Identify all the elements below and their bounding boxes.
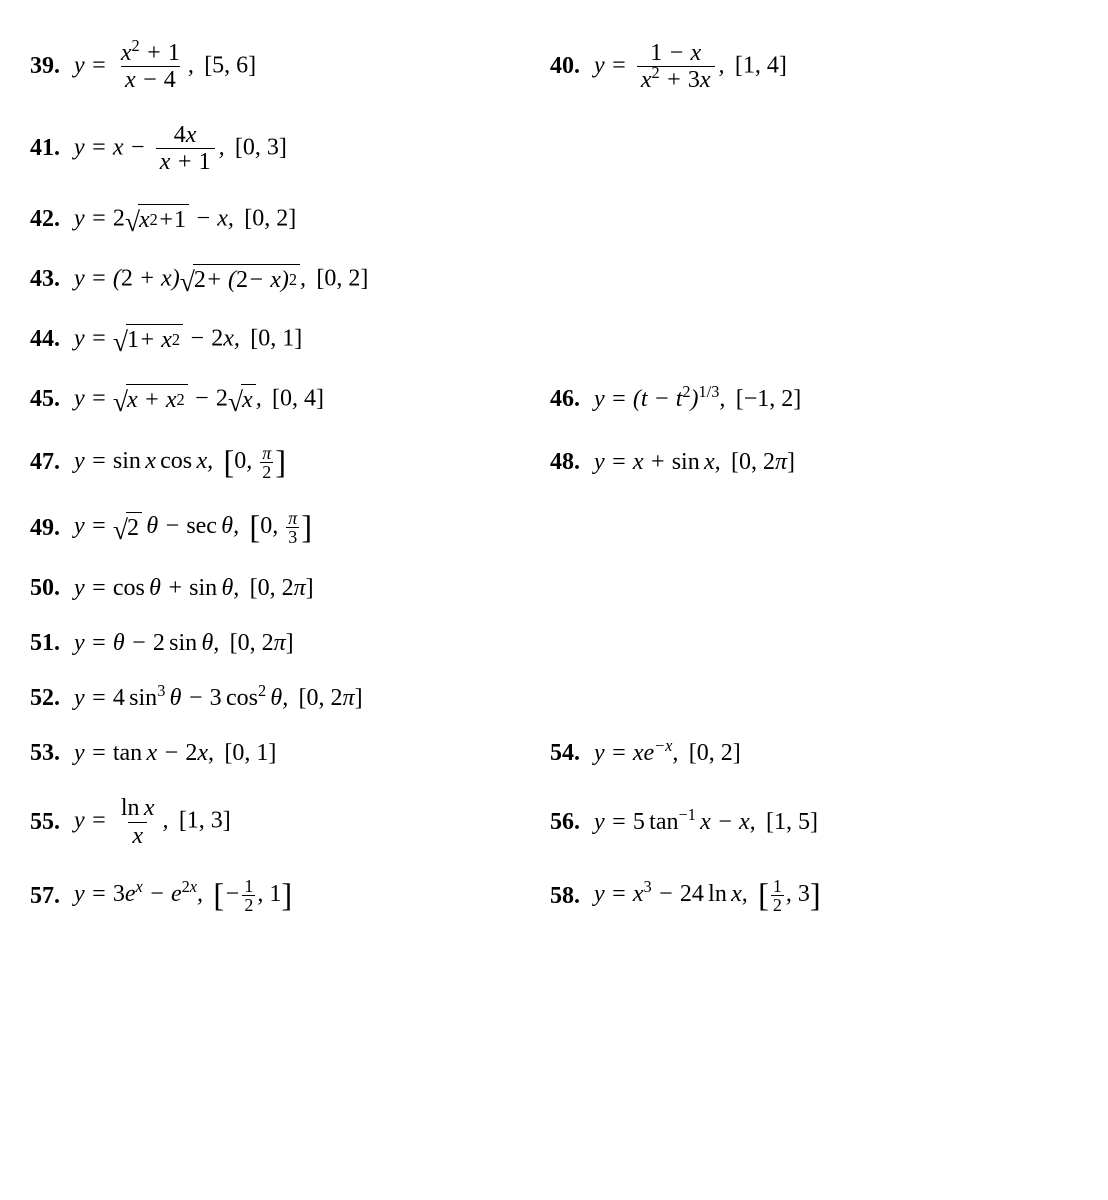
problem-56: 56. y = 5tan−1x − x, [1, 5] — [550, 809, 1078, 836]
problem-number: 41. — [30, 135, 60, 162]
problem-expression: y = (2 + x)√2 + (2 − x)2, [0, 2] — [74, 264, 368, 296]
problem-expression: y = 2√x2 + 1 − x, [0, 2] — [74, 204, 296, 236]
problem-40: 40. y = 1 − xx2 + 3x, [1, 4] — [550, 40, 1078, 94]
problem-50: 50. y = cosθ + sinθ, [0, 2π] — [30, 575, 314, 602]
problem-row: 53. y = tanx − 2x, [0, 1] 54. y = xe−x, … — [30, 740, 1078, 767]
problem-expression: y = tanx − 2x, [0, 1] — [74, 740, 276, 767]
problem-row: 42. y = 2√x2 + 1 − x, [0, 2] — [30, 204, 1078, 236]
problem-expression: y = sinxcosx, [0, π2] — [74, 444, 286, 482]
problem-expression: y = √1 + x2 − 2x, [0, 1] — [74, 324, 302, 356]
problem-54: 54. y = xe−x, [0, 2] — [550, 740, 1078, 767]
problem-interval: [0, 2] — [244, 205, 296, 231]
problem-number: 42. — [30, 206, 60, 233]
problem-row: 57. y = 3ex − e2x, [−12, 1] 58. y = x3 −… — [30, 877, 1078, 915]
problem-number: 57. — [30, 883, 60, 910]
problem-expression: y = lnxx, [1, 3] — [74, 795, 231, 849]
problem-number: 56. — [550, 809, 580, 836]
problem-number: 44. — [30, 326, 60, 353]
problem-39: 39. y = x2 + 1x − 4, [5, 6] — [30, 40, 550, 94]
problem-44: 44. y = √1 + x2 − 2x, [0, 1] — [30, 324, 302, 356]
problem-row: 41. y = x − 4xx + 1, [0, 3] — [30, 122, 1078, 176]
problem-number: 46. — [550, 386, 580, 413]
problem-expression: y = (t − t2)1/3, [−1, 2] — [594, 386, 801, 413]
problem-row: 51. y = θ − 2sinθ, [0, 2π] — [30, 630, 1078, 657]
problem-expression: y = 4sin3θ − 3cos2θ, [0, 2π] — [74, 685, 363, 712]
problem-number: 45. — [30, 386, 60, 413]
problem-47: 47. y = sinxcosx, [0, π2] — [30, 444, 550, 482]
problem-number: 48. — [550, 449, 580, 476]
problem-46: 46. y = (t − t2)1/3, [−1, 2] — [550, 386, 1078, 413]
problem-expression: y = cosθ + sinθ, [0, 2π] — [74, 575, 314, 602]
problem-list: 39. y = x2 + 1x − 4, [5, 6] 40. y = 1 − … — [30, 40, 1078, 915]
problem-row: 52. y = 4sin3θ − 3cos2θ, [0, 2π] — [30, 685, 1078, 712]
problem-expression: y = x − 4xx + 1, [0, 3] — [74, 122, 287, 176]
problem-row: 44. y = √1 + x2 − 2x, [0, 1] — [30, 324, 1078, 356]
problem-49: 49. y = √2θ − secθ, [0, π3] — [30, 509, 312, 547]
problem-interval: [1, 4] — [735, 52, 787, 78]
problem-43: 43. y = (2 + x)√2 + (2 − x)2, [0, 2] — [30, 264, 368, 296]
problem-row: 39. y = x2 + 1x − 4, [5, 6] 40. y = 1 − … — [30, 40, 1078, 94]
problem-interval: [1, 5] — [766, 809, 818, 835]
problem-expression: y = √2θ − secθ, [0, π3] — [74, 509, 312, 547]
problem-interval: [0, 2] — [316, 265, 368, 291]
problem-number: 50. — [30, 575, 60, 602]
problem-58: 58. y = x3 − 24lnx, [12, 3] — [550, 877, 1078, 915]
problem-51: 51. y = θ − 2sinθ, [0, 2π] — [30, 630, 294, 657]
problem-interval: [0, 1] — [224, 740, 276, 766]
problem-expression: y = θ − 2sinθ, [0, 2π] — [74, 630, 294, 657]
problem-interval: [0, 4] — [272, 385, 324, 411]
problem-52: 52. y = 4sin3θ − 3cos2θ, [0, 2π] — [30, 685, 363, 712]
problem-expression: y = x3 − 24lnx, [12, 3] — [594, 877, 821, 915]
problem-number: 49. — [30, 515, 60, 542]
problem-number: 58. — [550, 883, 580, 910]
problem-interval: [−1, 2] — [736, 386, 802, 412]
problem-interval: [0, 1] — [250, 325, 302, 351]
problem-57: 57. y = 3ex − e2x, [−12, 1] — [30, 877, 550, 915]
problem-expression: y = xe−x, [0, 2] — [594, 740, 741, 767]
problem-42: 42. y = 2√x2 + 1 − x, [0, 2] — [30, 204, 296, 236]
problem-45: 45. y = √x + x2 − 2√x, [0, 4] — [30, 384, 550, 416]
problem-number: 51. — [30, 630, 60, 657]
problem-expression: y = 1 − xx2 + 3x, [1, 4] — [594, 40, 787, 94]
problem-number: 55. — [30, 809, 60, 836]
problem-expression: y = x + sinx, [0, 2π] — [594, 449, 795, 476]
problem-number: 40. — [550, 53, 580, 80]
problem-41: 41. y = x − 4xx + 1, [0, 3] — [30, 122, 550, 176]
problem-48: 48. y = x + sinx, [0, 2π] — [550, 449, 1078, 476]
problem-number: 53. — [30, 740, 60, 767]
problem-interval: [1, 3] — [179, 808, 231, 834]
problem-expression: y = 3ex − e2x, [−12, 1] — [74, 877, 292, 915]
problem-number: 52. — [30, 685, 60, 712]
problem-53: 53. y = tanx − 2x, [0, 1] — [30, 740, 550, 767]
problem-row: 49. y = √2θ − secθ, [0, π3] — [30, 509, 1078, 547]
problem-expression: y = x2 + 1x − 4, [5, 6] — [74, 40, 256, 94]
problem-expression: y = √x + x2 − 2√x, [0, 4] — [74, 384, 324, 416]
problem-row: 47. y = sinxcosx, [0, π2] 48. y = x + si… — [30, 444, 1078, 482]
problem-row: 45. y = √x + x2 − 2√x, [0, 4] 46. y = (t… — [30, 384, 1078, 416]
problem-interval: [0, 2] — [689, 740, 741, 766]
problem-row: 43. y = (2 + x)√2 + (2 − x)2, [0, 2] — [30, 264, 1078, 296]
problem-number: 54. — [550, 740, 580, 767]
problem-expression: y = 5tan−1x − x, [1, 5] — [594, 809, 818, 836]
problem-number: 39. — [30, 53, 60, 80]
problem-55: 55. y = lnxx, [1, 3] — [30, 795, 550, 849]
problem-number: 43. — [30, 266, 60, 293]
problem-interval: [5, 6] — [204, 52, 256, 78]
problem-interval: [0, 3] — [235, 134, 287, 160]
problem-number: 47. — [30, 449, 60, 476]
problem-row: 50. y = cosθ + sinθ, [0, 2π] — [30, 575, 1078, 602]
problem-row: 55. y = lnxx, [1, 3] 56. y = 5tan−1x − x… — [30, 795, 1078, 849]
